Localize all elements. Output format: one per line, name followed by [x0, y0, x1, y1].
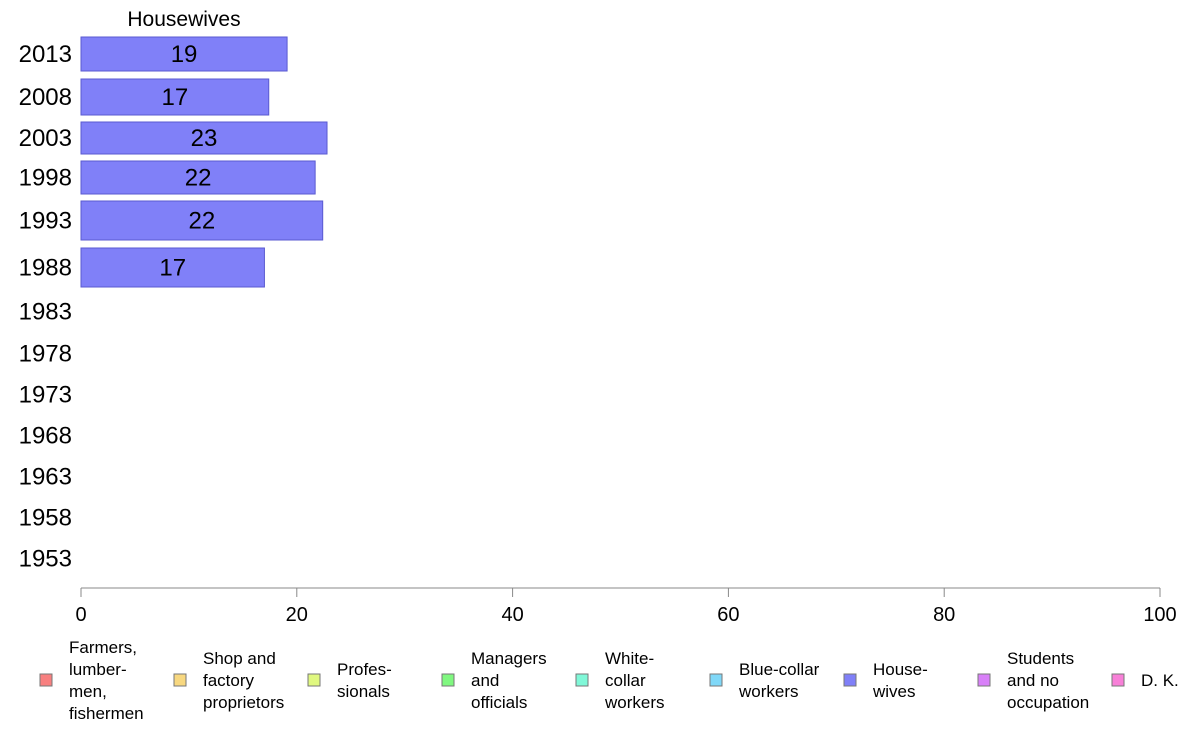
- category-label: 1953: [19, 546, 72, 573]
- data-label: 17: [159, 255, 186, 282]
- legend-item: Farmers, lumber-men, fishermen: [39, 638, 144, 723]
- legend-item: Profes-sionals: [307, 660, 392, 701]
- category-label: 1983: [19, 299, 72, 326]
- category-label: 2013: [19, 41, 72, 68]
- category-label: 1973: [19, 382, 72, 409]
- chart-title: Housewives: [127, 8, 240, 31]
- legend-label: White-collar workers: [604, 649, 665, 712]
- legend-item: D. K.: [1111, 671, 1179, 690]
- legend-item: Managers and officials: [441, 649, 547, 712]
- bar: [80, 247, 265, 288]
- legend-swatch: [977, 673, 991, 687]
- legend-swatch: [173, 673, 187, 687]
- legend-swatch: [441, 673, 455, 687]
- legend-swatch: [1111, 673, 1125, 687]
- legend-label: Shop and factory proprietors: [203, 649, 284, 712]
- category-label: 1978: [19, 341, 72, 368]
- legend-swatch: [709, 673, 723, 687]
- data-label: 17: [162, 84, 189, 111]
- x-tick-label: 80: [933, 604, 955, 626]
- legend-swatch: [575, 673, 589, 687]
- category-label: 2003: [19, 125, 72, 152]
- data-label: 22: [188, 208, 215, 235]
- category-label: 1958: [19, 505, 72, 532]
- x-tick-label: 40: [501, 604, 523, 626]
- category-label: 1968: [19, 423, 72, 450]
- data-label: 22: [185, 165, 212, 192]
- legend-item: Blue-collar workers: [709, 660, 820, 701]
- category-label: 1988: [19, 255, 72, 282]
- legend-label: Profes-sionals: [337, 660, 392, 701]
- bar: [80, 200, 324, 241]
- legend-item: White-collar workers: [575, 649, 665, 712]
- legend-label: Blue-collar workers: [738, 660, 820, 701]
- category-label: 1998: [19, 165, 72, 192]
- legend-item: House-wives: [843, 660, 928, 701]
- data-label: 19: [171, 41, 198, 68]
- x-tick-label: 20: [286, 604, 308, 626]
- data-label: 23: [191, 125, 218, 152]
- x-tick-label: 0: [75, 604, 86, 626]
- legend-label: Farmers, lumber-men, fishermen: [69, 638, 144, 723]
- x-tick-label: 100: [1143, 604, 1176, 626]
- legend-label: Managers and officials: [471, 649, 547, 712]
- bar: [80, 36, 288, 72]
- legend-item: Shop and factory proprietors: [173, 649, 284, 712]
- legend-swatch: [307, 673, 321, 687]
- category-label: 1993: [19, 208, 72, 235]
- legend-label: D. K.: [1141, 671, 1179, 690]
- x-axis: 0 20 40 60 80 100: [75, 587, 1177, 626]
- legend-swatch: [843, 673, 857, 687]
- bar: [80, 160, 316, 195]
- x-tick-label: 60: [717, 604, 739, 626]
- bar: [80, 121, 328, 155]
- legend: Farmers, lumber-men, fishermen Shop and fact…: [39, 638, 1179, 723]
- legend-label: Students and no occupation: [1007, 649, 1089, 712]
- legend-swatch: [39, 673, 53, 687]
- bar: [80, 78, 270, 116]
- legend-label: House-wives: [872, 660, 928, 701]
- category-label: 1963: [19, 464, 72, 491]
- legend-item: Students and no occupation: [977, 649, 1089, 712]
- bar-rows: 2013 19 2008 17 2003 23 1998 22 1993 22 1988 17 1983…: [19, 36, 328, 573]
- category-label: 2008: [19, 84, 72, 111]
